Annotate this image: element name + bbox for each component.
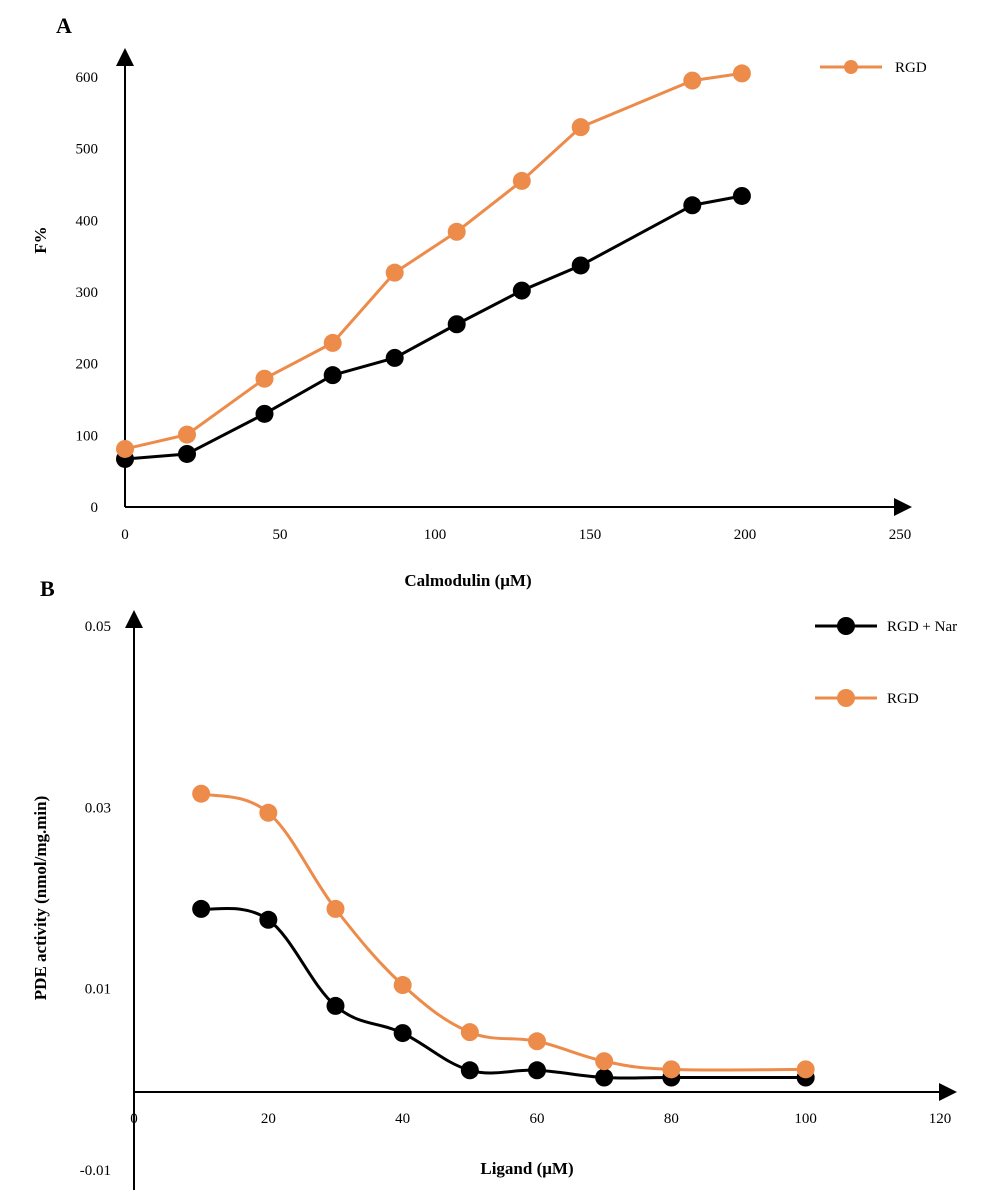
chart-a-data-point xyxy=(512,171,531,190)
chart-b-y-tick-label: -0.01 xyxy=(80,1163,111,1179)
chart-a-x-tick-label: 250 xyxy=(889,527,912,543)
chart-a-data-point xyxy=(732,64,751,83)
chart-b-data-point xyxy=(662,1060,681,1079)
chart-a-data-point xyxy=(116,439,134,458)
chart-a-data-point xyxy=(571,256,590,275)
chart-a-series-line xyxy=(124,71,743,451)
chart-a-y-tick-label: 300 xyxy=(76,285,99,301)
chart-a-data-point xyxy=(385,263,404,282)
chart-a-data-point xyxy=(732,186,751,205)
chart-b-y-tick-label: 0.05 xyxy=(85,619,111,635)
chart-b-series-line xyxy=(200,792,806,1072)
chart-a-data-point xyxy=(255,404,274,423)
chart-a-legend-marker xyxy=(844,60,858,74)
chart-b-x-axis-title: Ligand (μM) xyxy=(480,1159,573,1178)
chart-a-legend-label: RGD xyxy=(895,60,927,76)
chart-a-y-tick-label: 400 xyxy=(76,213,99,229)
chart-b-data-point xyxy=(259,910,278,929)
chart-b-data-point xyxy=(528,1061,546,1080)
chart-b-data-point xyxy=(595,1068,614,1087)
chart-b-y-axis-title: PDE activity (nmol/mg.min) xyxy=(31,796,50,1000)
chart-b-x-tick-label: 20 xyxy=(261,1111,276,1127)
chart-b-x-tick-label: 120 xyxy=(929,1111,952,1127)
chart-b-data-point xyxy=(528,1032,546,1051)
chart-b-x-tick-label: 0 xyxy=(130,1111,138,1127)
chart-a-data-point xyxy=(683,71,702,90)
chart-a-data-point xyxy=(178,444,196,463)
chart-b-x-tick-label: 60 xyxy=(530,1111,545,1127)
chart-b-data-point xyxy=(796,1060,815,1079)
chart-a-y-tick-label: 200 xyxy=(76,357,99,373)
chart-a-data-point xyxy=(571,118,590,137)
chart-a-data-point xyxy=(255,369,274,388)
chart-b-x-axis-arrow xyxy=(939,1083,957,1101)
chart-b-y-tick-label: 0.01 xyxy=(85,982,111,998)
chart-b-data-point xyxy=(595,1052,614,1071)
chart-b-data-point xyxy=(326,996,345,1015)
chart-b-data-point xyxy=(393,976,412,995)
chart-b-series-line xyxy=(200,906,806,1080)
chart-b-y-axis-arrow xyxy=(125,610,143,628)
chart-a-x-axis-title: Calmodulin (μM) xyxy=(404,571,531,590)
panel-label-b: B xyxy=(40,576,55,601)
chart-b-x-tick-label: 100 xyxy=(794,1111,817,1127)
chart-a-data-point xyxy=(385,348,404,367)
chart-b-legend-label: RGD xyxy=(887,691,919,707)
chart-b-legend-label: RGD + Nar xyxy=(887,619,957,635)
chart-a-data-point xyxy=(447,222,466,241)
chart-b-data-point xyxy=(192,784,211,803)
chart-a: 0 50 100 150 200 250 0 100 200 300 400 500 600 RGD xyxy=(76,48,927,543)
chart-b-data-point xyxy=(393,1024,412,1043)
chart-a-y-tick-label: 0 xyxy=(91,500,99,516)
chart-a-y-tick-label: 600 xyxy=(76,70,99,86)
chart-b-data-point xyxy=(192,899,211,918)
chart-b-x-tick-label: 40 xyxy=(395,1111,410,1127)
chart-a-x-tick-label: 150 xyxy=(579,527,602,543)
chart-a-data-point xyxy=(512,281,531,300)
chart-a-y-tick-label: 500 xyxy=(76,142,99,158)
chart-a-x-tick-label: 200 xyxy=(734,527,757,543)
chart-a-series-line xyxy=(124,194,743,461)
chart-a-data-point xyxy=(323,333,342,352)
chart-a-data-point xyxy=(683,196,702,215)
panel-label-a: A xyxy=(56,13,72,38)
chart-a-y-axis-title: F% xyxy=(31,226,50,253)
chart-a-y-tick-label: 100 xyxy=(76,428,99,444)
chart-b-legend-marker xyxy=(837,689,855,707)
chart-a-data-point xyxy=(323,366,342,385)
chart-b-data-point xyxy=(326,899,345,918)
chart-a-data-point xyxy=(447,315,466,334)
chart-b-data-point xyxy=(460,1061,479,1080)
chart-b-y-tick-label: 0.03 xyxy=(85,800,111,816)
chart-a-x-tick-label: 0 xyxy=(121,527,129,543)
chart-a-x-tick-label: 100 xyxy=(424,527,447,543)
chart-b: 0 20 40 60 80 100 120 -0.01 0.01 0.03 0.05 RGD + Na… xyxy=(80,610,957,1190)
chart-b-legend-marker xyxy=(837,617,855,635)
chart-a-x-tick-label: 50 xyxy=(273,527,288,543)
chart-a-data-point xyxy=(178,425,196,444)
chart-b-data-point xyxy=(460,1023,479,1042)
chart-b-data-point xyxy=(259,803,278,822)
chart-a-x-axis-arrow xyxy=(894,498,912,516)
chart-a-y-axis-arrow xyxy=(116,48,134,66)
chart-b-x-tick-label: 80 xyxy=(664,1111,679,1127)
